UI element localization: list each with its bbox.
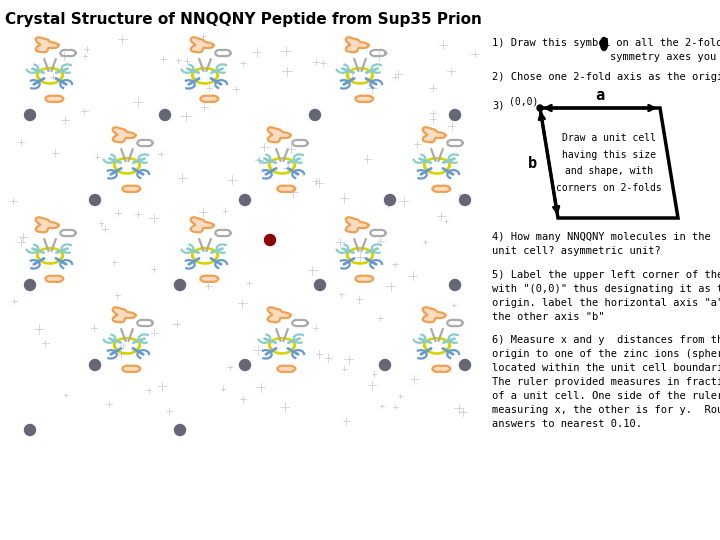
Polygon shape [36, 37, 58, 52]
Circle shape [24, 280, 35, 291]
Circle shape [379, 360, 390, 370]
Polygon shape [112, 127, 135, 143]
Text: a: a [595, 88, 605, 103]
Polygon shape [356, 275, 373, 282]
Polygon shape [112, 307, 135, 322]
Text: Crystal Structure of NNQQNY Peptide from Sup35 Prion: Crystal Structure of NNQQNY Peptide from… [5, 12, 482, 27]
Circle shape [174, 424, 186, 435]
Circle shape [449, 280, 461, 291]
Circle shape [310, 110, 320, 120]
Text: 5) Label the upper left corner of the cell
with "(0,0)" thus designating it as t: 5) Label the upper left corner of the ce… [492, 270, 720, 322]
Circle shape [264, 234, 276, 246]
Circle shape [89, 194, 101, 206]
FancyBboxPatch shape [0, 28, 488, 440]
Circle shape [459, 360, 470, 370]
Text: 2) Chose one 2-fold axis as the origin.: 2) Chose one 2-fold axis as the origin. [492, 72, 720, 82]
Polygon shape [433, 186, 450, 192]
Text: on all the 2-fold
symmetry axes you see.: on all the 2-fold symmetry axes you see. [610, 38, 720, 62]
Text: b: b [528, 156, 537, 171]
Polygon shape [356, 96, 373, 102]
Text: 4) How many NNQQNY molecules in the
unit cell? asymmetric unit?: 4) How many NNQQNY molecules in the unit… [492, 232, 711, 256]
Circle shape [240, 360, 251, 370]
Circle shape [240, 194, 251, 206]
Polygon shape [423, 127, 446, 143]
Ellipse shape [600, 37, 608, 51]
Circle shape [449, 110, 461, 120]
Circle shape [459, 194, 470, 206]
Polygon shape [45, 275, 63, 282]
Circle shape [174, 280, 186, 291]
Text: 6) Measure x and y  distances from the
origin to one of the zinc ions (sphere)
l: 6) Measure x and y distances from the or… [492, 335, 720, 429]
Polygon shape [277, 366, 295, 372]
Polygon shape [346, 37, 369, 52]
Polygon shape [346, 217, 369, 232]
Polygon shape [191, 37, 214, 52]
Text: Draw a unit cell
having this size
and shape, with
corners on 2-folds: Draw a unit cell having this size and sh… [556, 133, 662, 193]
Polygon shape [433, 366, 450, 372]
Circle shape [160, 110, 171, 120]
Circle shape [537, 105, 543, 111]
Polygon shape [268, 127, 291, 143]
Polygon shape [45, 96, 63, 102]
Polygon shape [200, 275, 218, 282]
Circle shape [315, 280, 325, 291]
Polygon shape [268, 307, 291, 322]
Text: 3): 3) [492, 100, 505, 110]
Polygon shape [191, 217, 214, 232]
Polygon shape [423, 307, 446, 322]
Polygon shape [200, 96, 218, 102]
Circle shape [24, 424, 35, 435]
Circle shape [384, 194, 395, 206]
Text: 1) Draw this symbol: 1) Draw this symbol [492, 38, 611, 48]
Polygon shape [36, 217, 58, 232]
Polygon shape [122, 366, 140, 372]
Polygon shape [122, 186, 140, 192]
Circle shape [89, 360, 101, 370]
Polygon shape [277, 186, 295, 192]
Circle shape [24, 110, 35, 120]
Text: (0,0): (0,0) [508, 97, 538, 107]
